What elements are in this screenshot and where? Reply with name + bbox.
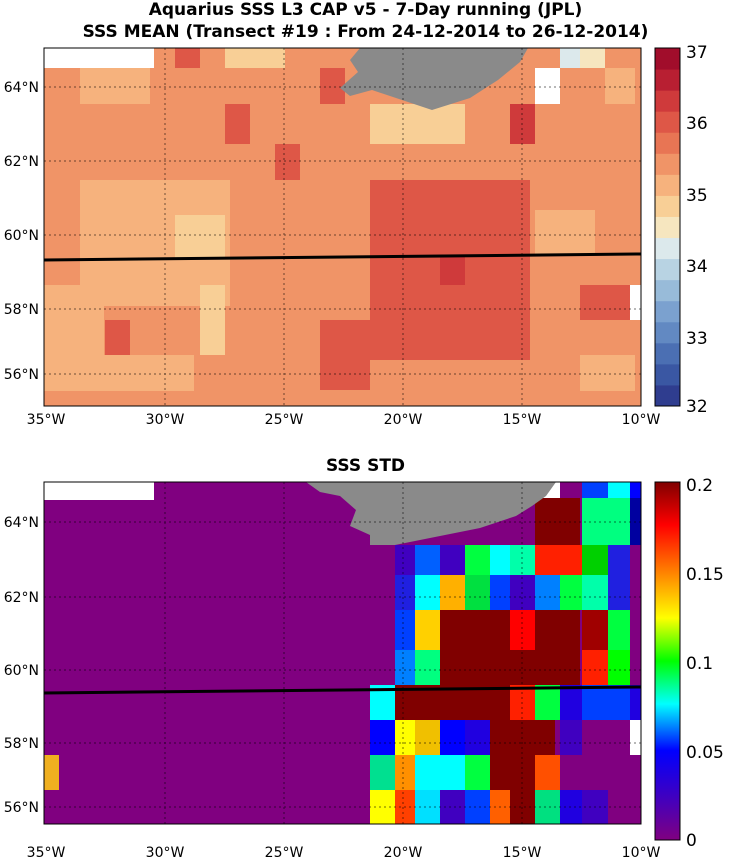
sss-std-frame <box>43 481 642 825</box>
colorbar-segment <box>655 279 680 302</box>
lon-label: 25°W <box>265 845 304 861</box>
colorbar-segment <box>655 195 680 217</box>
colorbar-tick: 35 <box>686 186 708 206</box>
top-lon-labels: 35°W 30°W 25°W 20°W 15°W 10°W <box>27 412 661 428</box>
sss-mean-colorbar: 37 36 35 34 33 32 <box>654 43 708 417</box>
map-title-line2: SSS MEAN (Transect #19 : From 24-12-2014… <box>82 22 649 42</box>
colorbar-tick: 0.05 <box>686 743 724 763</box>
colorbar-tick: 0.2 <box>686 476 713 496</box>
lat-label: 64°N <box>4 80 39 96</box>
colorbar-segment <box>655 132 680 154</box>
lon-label: 25°W <box>265 412 304 428</box>
bottom-lon-labels: 35°W 30°W 25°W 20°W 15°W 10°W <box>27 845 661 861</box>
colorbar-segment <box>655 342 680 365</box>
colorbar-tick: 37 <box>686 43 708 63</box>
colorbar-tick: 0.1 <box>686 654 713 674</box>
lat-label: 56°N <box>4 367 39 383</box>
top-lat-labels: 64°N 62°N 60°N 58°N 56°N <box>4 80 39 383</box>
land-mass <box>306 482 556 545</box>
lon-label: 30°W <box>146 845 185 861</box>
lat-label: 56°N <box>4 800 39 816</box>
colorbar-tick: 34 <box>686 257 708 277</box>
lon-label: 20°W <box>384 412 423 428</box>
transect-line <box>44 252 641 262</box>
sss-mean-map <box>43 47 642 407</box>
lon-label: 15°W <box>503 845 542 861</box>
colorbar-segment <box>655 384 680 407</box>
colorbar-segment <box>655 363 680 386</box>
sss-mean-frame <box>43 47 642 407</box>
bottom-lat-labels: 64°N 62°N 60°N 58°N 56°N <box>4 515 39 816</box>
sss-mean-grid <box>44 48 641 406</box>
lat-label: 58°N <box>4 302 39 318</box>
colorbar-segment <box>655 174 680 196</box>
colorbar-tick: 36 <box>686 114 708 134</box>
colorbar-segments <box>655 48 680 407</box>
lat-label: 62°N <box>4 154 39 170</box>
lat-label: 60°N <box>4 228 39 244</box>
lon-label: 10°W <box>622 845 661 861</box>
land-mass <box>296 48 528 110</box>
lon-label: 20°W <box>384 845 423 861</box>
colorbar-tick: 33 <box>686 329 708 349</box>
sss-std-map <box>43 481 642 825</box>
sss-std-gridlines <box>44 482 641 824</box>
lat-label: 62°N <box>4 590 39 606</box>
lon-label: 30°W <box>146 412 185 428</box>
std-map-title: SSS STD <box>325 456 406 476</box>
colorbar-segment <box>655 258 680 281</box>
colorbar-tick: 32 <box>686 397 708 417</box>
colorbar-segment <box>655 48 680 70</box>
colorbar-segment <box>655 237 680 260</box>
lon-label: 15°W <box>503 412 542 428</box>
colorbar-segment <box>655 321 680 344</box>
lat-label: 60°N <box>4 663 39 679</box>
lon-label: 35°W <box>27 412 66 428</box>
colorbar-segment <box>655 300 680 323</box>
lon-label: 10°W <box>622 412 661 428</box>
colorbar-tick: 0 <box>686 831 697 851</box>
colorbar-segment <box>655 111 680 133</box>
lat-label: 64°N <box>4 515 39 531</box>
colorbar-segment <box>655 90 680 112</box>
lon-label: 35°W <box>27 845 66 861</box>
colorbar-segment <box>655 153 680 175</box>
lat-label: 58°N <box>4 736 39 752</box>
colorbar-segment <box>655 69 680 91</box>
colorbar-segment <box>655 216 680 239</box>
transect-line <box>44 685 641 695</box>
sss-std-colorbar: 0.2 0.15 0.1 0.05 0 <box>654 476 724 851</box>
sss-std-grid <box>44 482 641 824</box>
colorbar-tick: 0.15 <box>686 565 724 585</box>
map-title-line1: Aquarius SSS L3 CAP v5 - 7-Day running (… <box>148 0 583 20</box>
